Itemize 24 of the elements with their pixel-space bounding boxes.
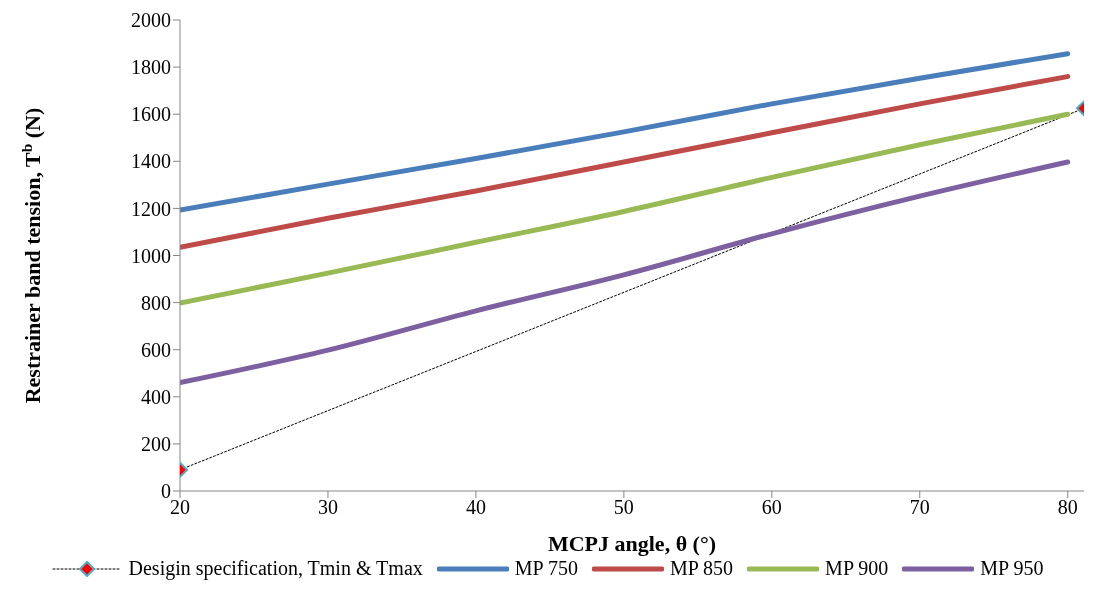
y-tick-label: 1600 xyxy=(131,103,171,126)
x-tick-label: 50 xyxy=(613,496,634,519)
legend-label: MP 750 xyxy=(514,557,578,580)
y-tick-label: 1200 xyxy=(131,197,171,220)
legend-label: MP 950 xyxy=(980,557,1044,580)
y-tick-label: 600 xyxy=(141,338,171,361)
y-tick-label: 1400 xyxy=(131,150,171,173)
legend-label: MP 850 xyxy=(669,557,734,580)
y-tick-label: 1000 xyxy=(131,244,171,267)
y-tick-label: 2000 xyxy=(131,9,171,32)
legend-label: Desigin specification, Tmin & Tmax xyxy=(128,557,423,580)
x-tick-label: 80 xyxy=(1057,496,1078,519)
y-tick-label: 800 xyxy=(141,291,171,314)
y-tick-label: 400 xyxy=(141,385,171,408)
legend-label: MP 900 xyxy=(825,557,889,580)
y-tick-label: 200 xyxy=(141,433,171,455)
x-tick-label: 20 xyxy=(170,496,190,519)
x-tick-label: 70 xyxy=(909,496,930,519)
x-tick-label: 60 xyxy=(761,496,782,519)
x-tick-label: 30 xyxy=(317,496,338,519)
x-axis-title: MCPJ angle, θ (°) xyxy=(547,531,717,556)
y-tick-label: 1800 xyxy=(131,56,171,79)
y-tick-label: 0 xyxy=(161,480,171,503)
x-tick-label: 40 xyxy=(465,496,486,519)
